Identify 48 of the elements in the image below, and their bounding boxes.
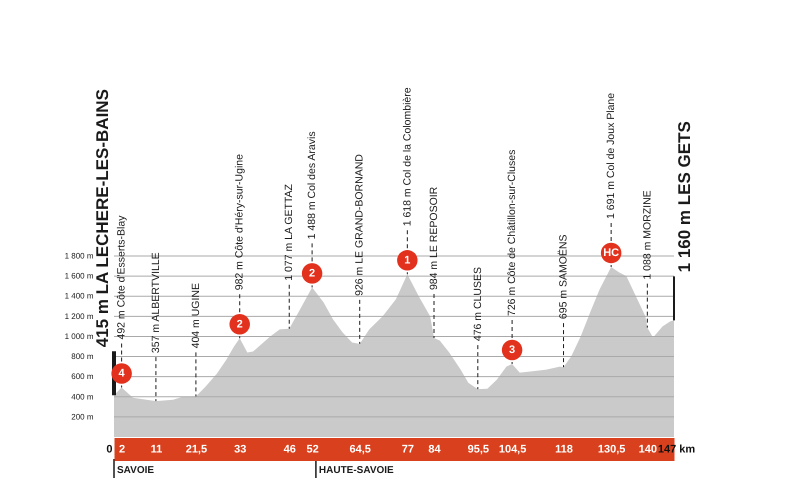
- annotation: 695 m SAMOËNS: [558, 234, 570, 320]
- annotation: 1 077 m LA GETTAZ: [283, 183, 296, 281]
- y-tick-label: 1 600 m: [64, 272, 94, 281]
- annotation: 357 m ALBERTVILLE: [150, 252, 162, 354]
- ref-line-label: HAUTE-SAVOIE: [318, 465, 394, 476]
- x-tick-label: 21,5: [186, 444, 208, 456]
- x-tick-label: 95,5: [468, 444, 490, 456]
- x-tick-label: 140: [638, 444, 658, 456]
- annotation: 2: [309, 267, 316, 280]
- y-tick-label: 600 m: [71, 372, 94, 382]
- y-tick-label: 1 800 m: [64, 252, 94, 260]
- x-tick-label: 11: [150, 444, 162, 456]
- annotation: HC: [603, 246, 620, 259]
- x-tick-label: 104,5: [498, 444, 526, 456]
- annotation: 982 m Côte d'Héry-sur-Ugine: [234, 154, 246, 290]
- annotation: 476 m CLUSES: [472, 267, 484, 342]
- y-tick-label: 800 m: [71, 352, 94, 362]
- x-tick-label: 46: [284, 444, 296, 456]
- x-tick-label: 130,5: [598, 444, 626, 456]
- annotation: 1: [404, 254, 410, 266]
- x-tick-label: 2: [119, 444, 126, 456]
- annotation: 1 618 m Col de la Colombière: [401, 87, 414, 226]
- x-tick-label: 84: [428, 444, 442, 456]
- y-tick-label: 1 200 m: [64, 312, 94, 321]
- annotation: 926 m LE GRAND-BORNAND: [354, 154, 366, 296]
- y-tick-label: 200 m: [71, 412, 94, 422]
- x-tick-label: 77: [402, 444, 414, 456]
- annotation: 4: [118, 368, 126, 380]
- annotation: 1 691 m Col de Joux Plane: [605, 92, 618, 219]
- annotation: 726 m Côte de Châtillon-sur-Cluses: [506, 150, 518, 316]
- annotation: 492 m Côte d'Esserts-Blay: [116, 214, 128, 340]
- x-tick-label: 64,5: [350, 444, 371, 456]
- y-tick-label: 1 400 m: [64, 292, 94, 301]
- y-tick-label: 400 m: [71, 392, 94, 402]
- y-tick-label: 1 000 m: [64, 332, 94, 341]
- annotation: 1 488 m Col des Aravis: [306, 131, 318, 240]
- x-tick-label: 33: [234, 444, 246, 456]
- x-tick-label: 118: [555, 444, 573, 456]
- annotation: 1 088 m MORZINE: [641, 190, 654, 280]
- annotation: 404 m UGINE: [190, 283, 202, 348]
- annotation: 984 m LE REPOSOIR: [428, 186, 440, 290]
- x-tick-label: 0: [106, 444, 112, 456]
- annotation: 415 m LA LECHERE-LES-BAINS: [93, 89, 112, 348]
- annotation: 2: [236, 318, 243, 330]
- x-tick-label: 52: [306, 444, 319, 456]
- legend-label: SAVOIE: [117, 465, 154, 476]
- annotation: 1 160 m LES GETS: [675, 121, 694, 272]
- annotation: 3: [509, 344, 516, 356]
